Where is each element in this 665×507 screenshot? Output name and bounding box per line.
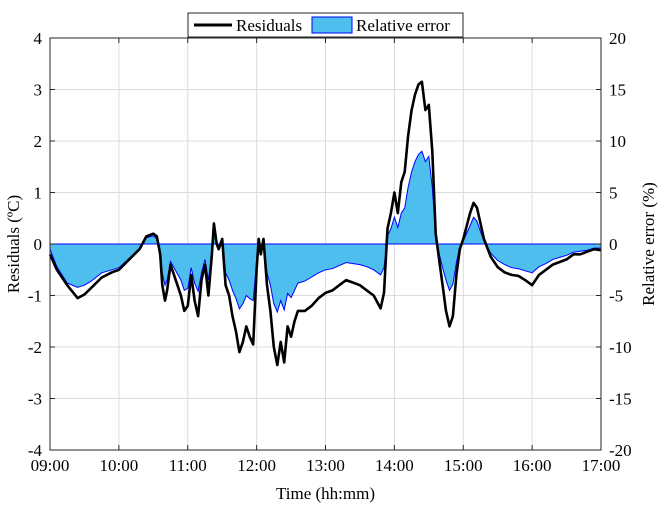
x-tick-label: 17:00 [582, 456, 621, 475]
y-tick-label-right: 0 [609, 235, 618, 254]
y-tick-label-left: 0 [34, 235, 43, 254]
y-tick-label-right: 20 [609, 29, 626, 48]
y-tick-label-right: -5 [609, 287, 623, 306]
relative-error-edge [49, 150, 601, 314]
y-tick-label-left: 1 [34, 184, 43, 203]
y-tick-label-left: 4 [34, 29, 43, 48]
legend-residuals-label: Residuals [236, 16, 302, 35]
x-tick-label: 13:00 [306, 456, 345, 475]
y-tick-label-right: 15 [609, 81, 626, 100]
x-tick-label: 16:00 [513, 456, 552, 475]
x-tick-label: 11:00 [169, 456, 207, 475]
legend-relative-error-swatch [311, 16, 353, 34]
legend-relative-error-label: Relative error [356, 16, 450, 35]
y-tick-label-right: -10 [609, 338, 632, 357]
y-tick-label-left: -2 [28, 338, 42, 357]
x-tick-label: 15:00 [444, 456, 483, 475]
y-tick-label-right: 5 [609, 184, 618, 203]
x-tick-label: 12:00 [237, 456, 276, 475]
y-tick-label-right: 10 [609, 132, 626, 151]
axis-ticks: 09:00 10:00 11:00 12:00 13:00 14:00 15:00 16:00… [28, 29, 632, 475]
x-tick-label: 14:00 [375, 456, 414, 475]
y-tick-label-right: -15 [609, 390, 632, 409]
y-tick-label-left: 3 [34, 81, 43, 100]
y-tick-label-left: -4 [28, 441, 43, 460]
x-axis-label: Time (hh:mm) [276, 484, 375, 503]
residuals-line [48, 80, 602, 367]
residuals-series [48, 80, 602, 367]
legend: Residuals Relative error [187, 12, 464, 38]
x-tick-label: 10:00 [100, 456, 139, 475]
right-y-axis-label: Relative error (%) [639, 182, 658, 306]
y-tick-label-left: 2 [34, 132, 43, 151]
left-y-axis-label: Residuals (ºC) [4, 195, 23, 293]
y-tick-label-left: -1 [28, 287, 42, 306]
y-tick-label-left: -3 [28, 390, 42, 409]
y-tick-label-right: -20 [609, 441, 632, 460]
relative-error-area [50, 151, 601, 312]
x-tick-label: 09:00 [31, 456, 70, 475]
